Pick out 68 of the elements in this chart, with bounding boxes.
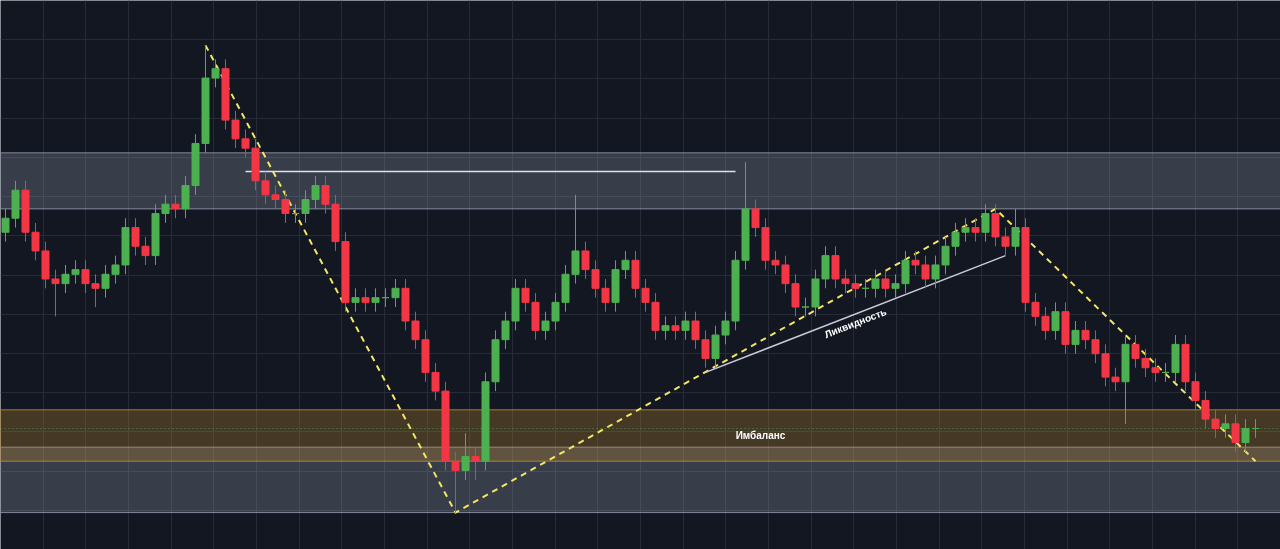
candlestick — [231, 110, 240, 149]
candlestick — [711, 325, 720, 369]
candlestick — [131, 217, 140, 257]
candlestick — [521, 278, 530, 313]
candlestick — [601, 278, 610, 313]
candlestick — [31, 222, 40, 261]
candlestick — [1111, 367, 1120, 392]
candlestick — [541, 311, 550, 341]
candlestick — [921, 255, 930, 289]
candlestick — [1001, 227, 1010, 257]
candlestick — [671, 315, 680, 341]
candlestick — [961, 217, 970, 243]
candlestick — [361, 287, 370, 313]
candlestick — [471, 446, 480, 481]
candlestick — [871, 269, 880, 299]
candlestick — [101, 264, 110, 299]
candlestick — [681, 311, 690, 341]
candlestick — [1091, 329, 1100, 364]
candlestick — [411, 311, 420, 350]
candlestick — [1031, 292, 1040, 327]
candlestick — [951, 222, 960, 257]
candlestick — [551, 292, 560, 331]
candlestick — [771, 250, 780, 275]
candlestick — [1101, 343, 1110, 387]
candlestick — [1081, 320, 1090, 350]
candlestick — [351, 287, 360, 313]
candlestick — [881, 269, 890, 299]
candlestick — [911, 250, 920, 275]
candlestick — [1051, 301, 1060, 341]
candlestick — [661, 315, 670, 341]
candlestick — [941, 236, 950, 275]
candlestick — [1011, 208, 1020, 257]
candlestick — [501, 311, 510, 350]
candlestick — [721, 311, 730, 345]
candlestick — [1151, 357, 1160, 383]
candlestick — [211, 58, 220, 88]
candlestick — [641, 278, 650, 313]
candlestick — [701, 329, 710, 369]
candlestick — [371, 287, 380, 313]
candlestick — [1, 208, 10, 243]
candlestick — [981, 203, 990, 243]
candlestick — [141, 236, 150, 266]
candlestick — [451, 451, 460, 514]
candlestick — [51, 269, 60, 317]
band-label: Имбаланс — [735, 429, 786, 441]
candlestick — [571, 194, 580, 285]
candlestick — [971, 217, 980, 243]
candlestick — [1221, 413, 1230, 439]
candlestick — [321, 175, 330, 215]
candlestick — [261, 171, 270, 205]
candlestick — [71, 259, 80, 285]
candlestick — [1241, 418, 1250, 453]
candlestick — [461, 432, 470, 481]
candlestick — [391, 278, 400, 308]
candlestick — [111, 255, 120, 285]
candlestick — [1071, 320, 1080, 355]
candlestick — [821, 245, 830, 289]
candlestick — [831, 245, 840, 289]
candlestick — [241, 128, 250, 158]
candlestick — [1211, 409, 1220, 439]
candlestick — [801, 297, 810, 317]
candlestick — [171, 194, 180, 219]
candlestick — [931, 255, 940, 289]
candlestick — [1231, 413, 1240, 453]
candlestick — [1041, 306, 1050, 341]
candlestick — [691, 311, 700, 350]
candlestick — [61, 264, 70, 294]
candlestick — [991, 203, 1000, 247]
